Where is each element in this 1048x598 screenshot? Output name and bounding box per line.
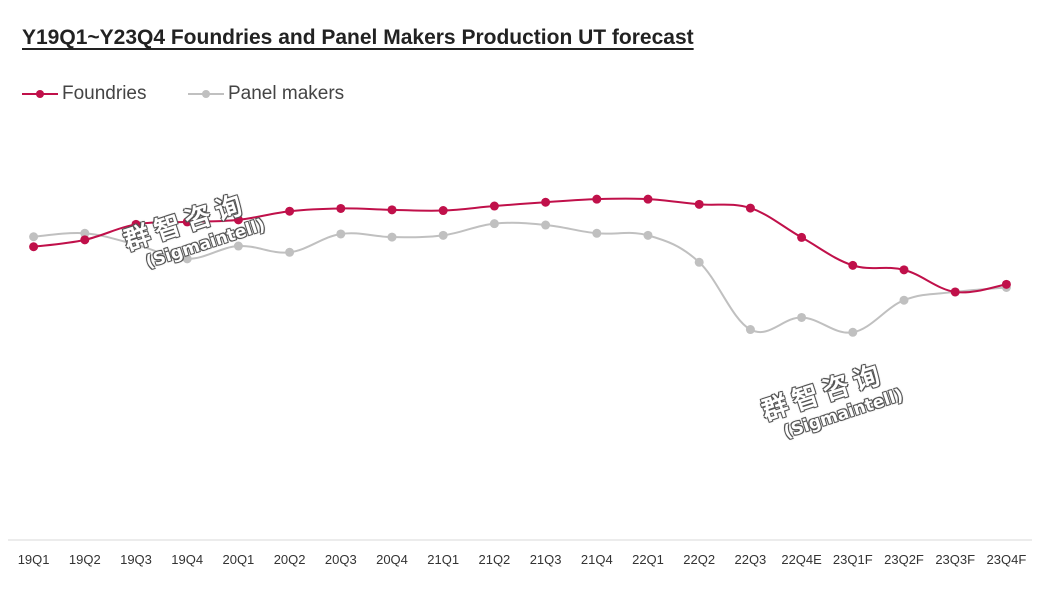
x-tick-label: 21Q3	[530, 552, 562, 567]
x-tick-label: 20Q2	[274, 552, 306, 567]
x-tick-label: 22Q1	[632, 552, 664, 567]
data-point-foundries	[797, 232, 807, 242]
data-point-foundries	[387, 205, 397, 215]
x-tick-label: 23Q4F	[987, 552, 1027, 567]
x-tick-label: 19Q4	[171, 552, 203, 567]
legend-swatch-panel-makers	[188, 90, 224, 98]
x-tick-label: 22Q3	[734, 552, 766, 567]
data-point-panel-makers	[80, 228, 90, 238]
x-tick-label: 22Q2	[683, 552, 715, 567]
legend-swatch-foundries	[22, 90, 58, 98]
x-tick-label: 20Q1	[222, 552, 254, 567]
data-point-foundries	[643, 194, 653, 204]
data-point-foundries	[336, 203, 346, 213]
x-tick-label: 19Q2	[69, 552, 101, 567]
data-point-panel-makers	[233, 241, 243, 251]
data-point-foundries	[489, 201, 499, 211]
data-point-foundries	[950, 287, 960, 297]
data-point-foundries	[182, 217, 192, 227]
data-point-foundries	[131, 219, 141, 229]
data-point-foundries	[438, 206, 448, 216]
x-tick-label: 23Q3F	[935, 552, 975, 567]
data-point-foundries	[233, 215, 243, 225]
x-tick-label: 20Q3	[325, 552, 357, 567]
data-point-foundries	[592, 194, 602, 204]
series-line-foundries	[33, 197, 1007, 294]
data-point-foundries	[80, 235, 90, 245]
data-point-panel-makers	[387, 232, 397, 242]
data-point-panel-makers	[643, 230, 653, 240]
legend-label-panel-makers: Panel makers	[228, 83, 345, 104]
data-point-panel-makers	[182, 254, 192, 264]
data-point-panel-makers	[797, 312, 807, 322]
x-tick-label: 20Q4	[376, 552, 408, 567]
data-point-panel-makers	[592, 228, 602, 238]
data-point-foundries	[285, 206, 295, 216]
x-tick-label: 21Q1	[427, 552, 459, 567]
data-point-panel-makers	[745, 325, 755, 335]
data-point-foundries	[29, 242, 39, 252]
data-point-foundries	[848, 260, 858, 270]
x-tick-label: 19Q1	[18, 552, 50, 567]
data-point-panel-makers	[848, 327, 858, 337]
data-point-panel-makers	[336, 229, 346, 239]
data-point-panel-makers	[438, 230, 448, 240]
data-point-panel-makers	[131, 240, 141, 250]
legend-label-foundries: Foundries	[62, 83, 147, 104]
data-point-foundries	[541, 197, 551, 207]
data-point-foundries	[745, 203, 755, 213]
data-point-panel-makers	[29, 232, 39, 242]
data-point-foundries	[694, 199, 704, 209]
x-tick-label: 21Q2	[478, 552, 510, 567]
data-point-panel-makers	[285, 247, 295, 257]
legend-item-foundries: Foundries	[22, 82, 172, 106]
data-point-panel-makers	[541, 220, 551, 230]
x-tick-label: 19Q3	[120, 552, 152, 567]
x-tick-label: 23Q1F	[833, 552, 873, 567]
data-point-foundries	[1001, 279, 1011, 289]
legend-item-panel-makers: Panel makers	[188, 82, 368, 106]
data-point-panel-makers	[899, 295, 909, 305]
data-point-foundries	[899, 265, 909, 275]
x-tick-label: 21Q4	[581, 552, 613, 567]
x-tick-label: 22Q4E	[781, 552, 822, 567]
chart-title: Y19Q1~Y23Q4 Foundries and Panel Makers P…	[22, 26, 694, 49]
x-tick-label: 23Q2F	[884, 552, 924, 567]
data-point-panel-makers	[489, 219, 499, 229]
data-point-panel-makers	[694, 257, 704, 267]
